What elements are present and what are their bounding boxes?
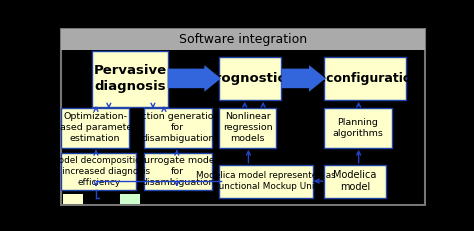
Text: Prognostics: Prognostics — [206, 72, 294, 85]
Text: Planning
algorithms: Planning algorithms — [332, 118, 383, 138]
FancyBboxPatch shape — [144, 108, 212, 148]
Text: Nonlinear
regression
models: Nonlinear regression models — [223, 112, 273, 143]
Text: Reconfiguration: Reconfiguration — [309, 72, 421, 85]
FancyBboxPatch shape — [324, 57, 406, 100]
FancyBboxPatch shape — [61, 108, 129, 148]
Text: Optimization-
based parameter
estimation: Optimization- based parameter estimation — [54, 112, 136, 143]
Text: Surrogate model
for
disambiguation: Surrogate model for disambiguation — [138, 156, 218, 187]
FancyBboxPatch shape — [324, 108, 392, 148]
FancyBboxPatch shape — [219, 57, 282, 100]
Text: Model decomposition
for increased diagnosis
efficiency: Model decomposition for increased diagno… — [47, 156, 150, 187]
Text: Software integration: Software integration — [179, 33, 307, 46]
Polygon shape — [282, 65, 326, 92]
FancyBboxPatch shape — [63, 194, 83, 204]
FancyBboxPatch shape — [61, 153, 137, 191]
FancyBboxPatch shape — [324, 165, 386, 198]
Text: Action generation
for
disambiguation: Action generation for disambiguation — [136, 112, 220, 143]
Polygon shape — [168, 65, 221, 92]
FancyBboxPatch shape — [120, 194, 140, 204]
Text: Modelica model represented as
Functional Mockup Unit: Modelica model represented as Functional… — [196, 171, 336, 191]
FancyBboxPatch shape — [219, 108, 276, 148]
FancyBboxPatch shape — [92, 51, 168, 107]
Text: Modelica
model: Modelica model — [333, 170, 377, 192]
Text: Pervasive
diagnosis: Pervasive diagnosis — [93, 64, 166, 93]
FancyBboxPatch shape — [219, 165, 313, 198]
FancyBboxPatch shape — [61, 29, 425, 50]
FancyBboxPatch shape — [144, 153, 212, 191]
